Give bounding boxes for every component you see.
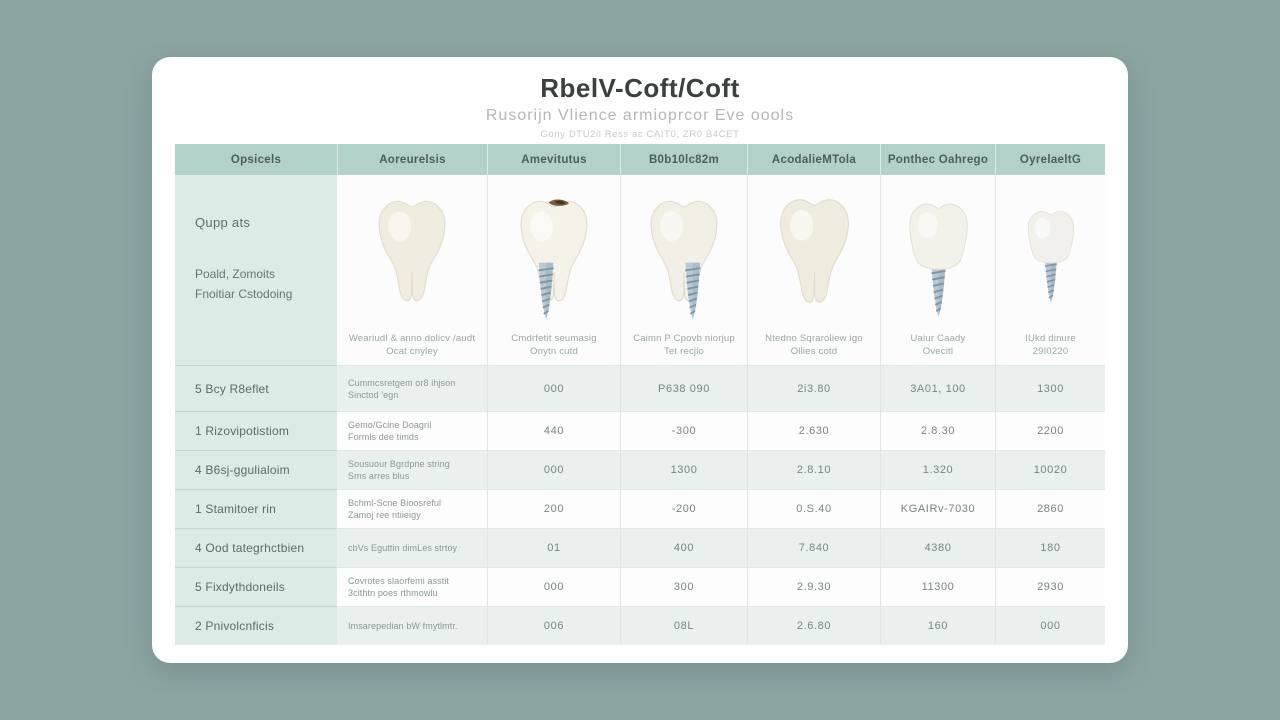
- sidebar-intro: Qupp ats Poald, Zomoits Fnoitiar Cstodoing: [175, 175, 337, 365]
- row-label: 5 Fixdythdoneils: [175, 567, 337, 606]
- column-header-7: OyrelaeltG: [995, 144, 1105, 175]
- column-header-3: Amevitutus: [487, 144, 620, 175]
- row-description: Cummcsretgem or8 ihjson Sinctod 'egn: [337, 365, 487, 411]
- column-header-2: Aoreurelsis: [337, 144, 487, 175]
- value-cell: 000: [487, 450, 620, 489]
- value-cell: 7.840: [747, 528, 880, 567]
- value-cell: 4380: [880, 528, 995, 567]
- value-cell: 440: [487, 411, 620, 450]
- row-description: Imsarepedian bW fmytlmtr.: [337, 606, 487, 645]
- value-cell: 2860: [995, 489, 1105, 528]
- row-label: 4 Ood tategrhctbien: [175, 528, 337, 567]
- value-cell: 0.S.40: [747, 489, 880, 528]
- row-label: 4 B6sj-ggulialoim: [175, 450, 337, 489]
- value-cell: 11300: [880, 567, 995, 606]
- page-subtitle: Rusorijn Vlience armioprcor Eve oools: [485, 107, 795, 124]
- value-cell: 200: [487, 489, 620, 528]
- value-cell: 2930: [995, 567, 1105, 606]
- product-cell-3: Caimn P Cpovb niorjup Tet recjlo: [620, 175, 747, 365]
- product-caption: Caimn P Cpovb niorjup Tet recjlo: [633, 333, 735, 357]
- value-cell: 2.8.10: [747, 450, 880, 489]
- product-caption: Cmdrfetit seumasig Onytn cutd: [511, 333, 597, 357]
- column-header-6: Ponthec Oahrego: [880, 144, 995, 175]
- value-cell: -300: [620, 411, 747, 450]
- row-description: Gemo/Gcine Doagril Formls dee timds: [337, 411, 487, 450]
- value-cell: 2.9.30: [747, 567, 880, 606]
- product-cell-6: IUkd dinure 29I0220: [995, 175, 1105, 365]
- row-label: 1 Stamitoer rin: [175, 489, 337, 528]
- value-cell: 2.8.30: [880, 411, 995, 450]
- value-cell: 08L: [620, 606, 747, 645]
- product-cell-5: Uaiur Caady Ovecitl: [880, 175, 995, 365]
- value-cell: 006: [487, 606, 620, 645]
- product-cell-2: Cmdrfetit seumasig Onytn cutd: [487, 175, 620, 365]
- comparison-card: RbelV-Coft/Coft Rusorijn Vlience armiopr…: [152, 57, 1128, 663]
- value-cell: 2i3.80: [747, 365, 880, 411]
- row-description: Bchml-Scne Bioosreful Zamoj ree ntiieigy: [337, 489, 487, 528]
- tooth-molar-icon: [359, 175, 465, 332]
- value-cell: -200: [620, 489, 747, 528]
- tooth-molar-cavity-implant-left-icon: [501, 175, 607, 332]
- product-caption: Weariudl & anno dolicv /audt Ocat cnyley: [348, 333, 476, 357]
- value-cell: 000: [995, 606, 1105, 645]
- product-cell-4: Ntedno Sqraroliew igo Ollies cotd: [747, 175, 880, 365]
- row-label: 1 Rizovipotistiom: [175, 411, 337, 450]
- value-cell: KGAIRv-7030: [880, 489, 995, 528]
- value-cell: 3A01, 100: [880, 365, 995, 411]
- row-label: 2 Pnivolcnficis: [175, 606, 337, 645]
- row-description: Sousuour Bgrdpne string Sms arres blus: [337, 450, 487, 489]
- value-cell: 160: [880, 606, 995, 645]
- row-description: Covrotes slaorfemi asstit 3cithtn poes rt…: [337, 567, 487, 606]
- product-caption: IUkd dinure 29I0220: [1025, 333, 1076, 357]
- column-header-5: AcodalieMTola: [747, 144, 880, 175]
- value-cell: 180: [995, 528, 1105, 567]
- value-cell: P638 090: [620, 365, 747, 411]
- sidebar-intro-line: Qupp ats: [195, 215, 251, 230]
- value-cell: 1300: [620, 450, 747, 489]
- value-cell: 2.630: [747, 411, 880, 450]
- value-cell: 1.320: [880, 450, 995, 489]
- value-cell: 000: [487, 365, 620, 411]
- row-description: cbVs Eguttin dimLes strtoy: [337, 528, 487, 567]
- product-cell-1: Weariudl & anno dolicv /audt Ocat cnyley: [337, 175, 487, 365]
- value-cell: 2200: [995, 411, 1105, 450]
- tooth-molar-implant-right-icon: [631, 175, 737, 332]
- value-cell: 000: [487, 567, 620, 606]
- column-header-4: B0b10lc82m: [620, 144, 747, 175]
- row-label: 5 Bcy R8eflet: [175, 365, 337, 411]
- tooth-crown-implant-icon: [888, 175, 989, 332]
- value-cell: 400: [620, 528, 747, 567]
- product-caption: Ntedno Sqraroliew igo Ollies cotd: [765, 333, 863, 357]
- column-header-1: Opsicels: [175, 144, 337, 175]
- value-cell: 300: [620, 567, 747, 606]
- product-caption: Uaiur Caady Ovecitl: [910, 333, 966, 357]
- comparison-table: Opsicels Aoreurelsis Amevitutus B0b10lc82m A…: [175, 144, 1105, 645]
- page-title: RbelV-Coft/Coft: [540, 73, 740, 103]
- page-tagline: Gony DTU2il Ress ac CAIT0, ZR0 B4CET: [540, 129, 740, 140]
- value-cell: 2.6.80: [747, 606, 880, 645]
- tooth-molar-icon: [760, 175, 869, 332]
- sidebar-intro-block: Poald, Zomoits Fnoitiar Cstodoing: [195, 267, 293, 301]
- tooth-crown-implant-small-icon: [1004, 175, 1098, 332]
- value-cell: 01: [487, 528, 620, 567]
- value-cell: 10020: [995, 450, 1105, 489]
- value-cell: 1300: [995, 365, 1105, 411]
